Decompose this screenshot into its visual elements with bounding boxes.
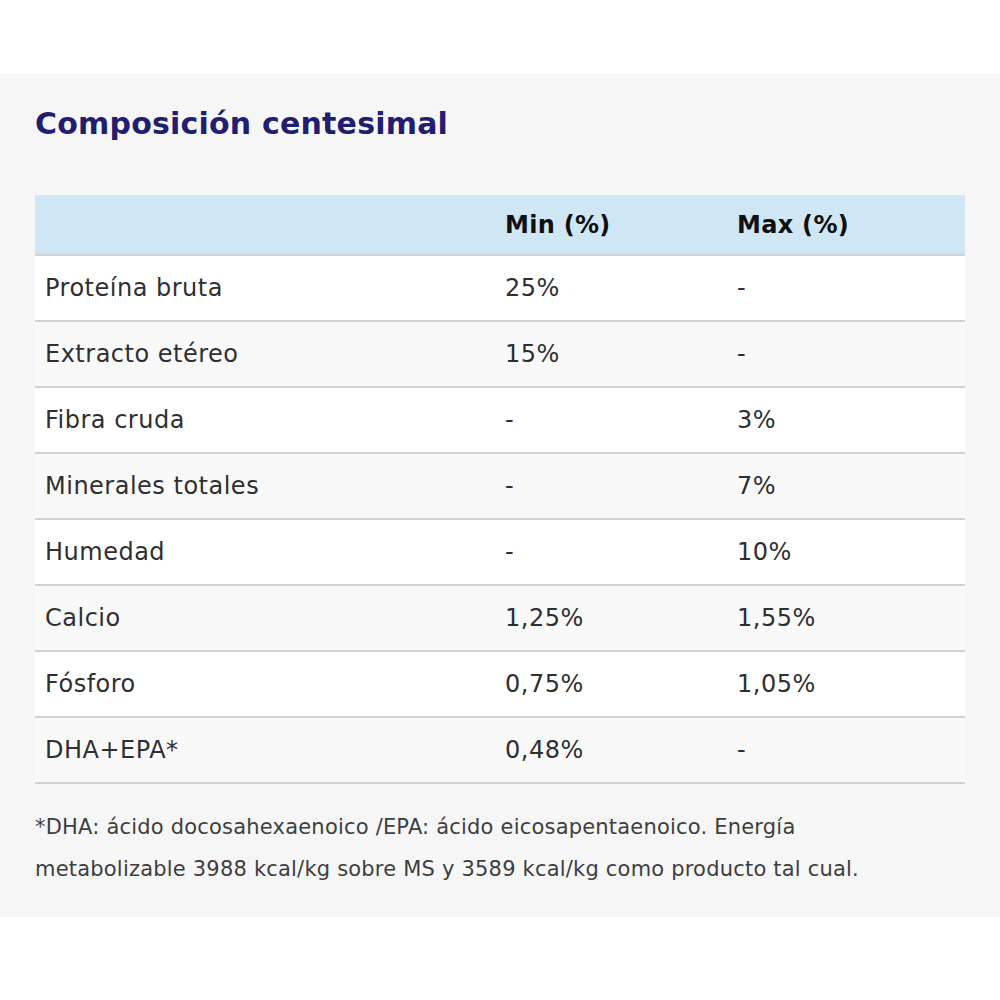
row-label: Humedad: [35, 519, 505, 585]
row-min-value: -: [505, 453, 737, 519]
row-min-value: 0,48%: [505, 717, 737, 783]
row-max-value: 10%: [737, 519, 965, 585]
table-row-humedad: Humedad - 10%: [35, 519, 965, 585]
table-row-fosforo: Fósforo 0,75% 1,05%: [35, 651, 965, 717]
row-label: Extracto etéreo: [35, 321, 505, 387]
row-max-value: -: [737, 321, 965, 387]
row-max-value: 7%: [737, 453, 965, 519]
row-label: Calcio: [35, 585, 505, 651]
row-max-value: 3%: [737, 387, 965, 453]
table-row-proteina-bruta: Proteína bruta 25% -: [35, 255, 965, 321]
row-min-value: 15%: [505, 321, 737, 387]
row-min-value: 1,25%: [505, 585, 737, 651]
column-header-nutrient: [35, 195, 505, 255]
table-header: Min (%) Max (%): [35, 195, 965, 255]
row-min-value: 0,75%: [505, 651, 737, 717]
table-body: Proteína bruta 25% - Extracto etéreo 15%…: [35, 255, 965, 783]
table-row-calcio: Calcio 1,25% 1,55%: [35, 585, 965, 651]
page-title: Composición centesimal: [35, 106, 448, 141]
row-min-value: -: [505, 519, 737, 585]
row-max-value: -: [737, 717, 965, 783]
table-header-row: Min (%) Max (%): [35, 195, 965, 255]
column-header-max: Max (%): [737, 195, 965, 255]
table-row-minerales-totales: Minerales totales - 7%: [35, 453, 965, 519]
row-max-value: -: [737, 255, 965, 321]
row-label: Fibra cruda: [35, 387, 505, 453]
footnote: *DHA: ácido docosahexaenoico /EPA: ácido…: [35, 806, 960, 890]
row-max-value: 1,55%: [737, 585, 965, 651]
column-header-min: Min (%): [505, 195, 737, 255]
row-label: DHA+EPA*: [35, 717, 505, 783]
row-label: Minerales totales: [35, 453, 505, 519]
row-min-value: 25%: [505, 255, 737, 321]
table-row-dha-epa: DHA+EPA* 0,48% -: [35, 717, 965, 783]
table-row-extracto-etereo: Extracto etéreo 15% -: [35, 321, 965, 387]
row-min-value: -: [505, 387, 737, 453]
footnote-line-1: *DHA: ácido docosahexaenoico /EPA: ácido…: [35, 806, 960, 848]
table-row-fibra-cruda: Fibra cruda - 3%: [35, 387, 965, 453]
row-label: Fósforo: [35, 651, 505, 717]
row-label: Proteína bruta: [35, 255, 505, 321]
composition-table: Min (%) Max (%) Proteína bruta 25% - Ext…: [35, 195, 965, 784]
row-max-value: 1,05%: [737, 651, 965, 717]
footnote-line-2: metabolizable 3988 kcal/kg sobre MS y 35…: [35, 848, 960, 890]
